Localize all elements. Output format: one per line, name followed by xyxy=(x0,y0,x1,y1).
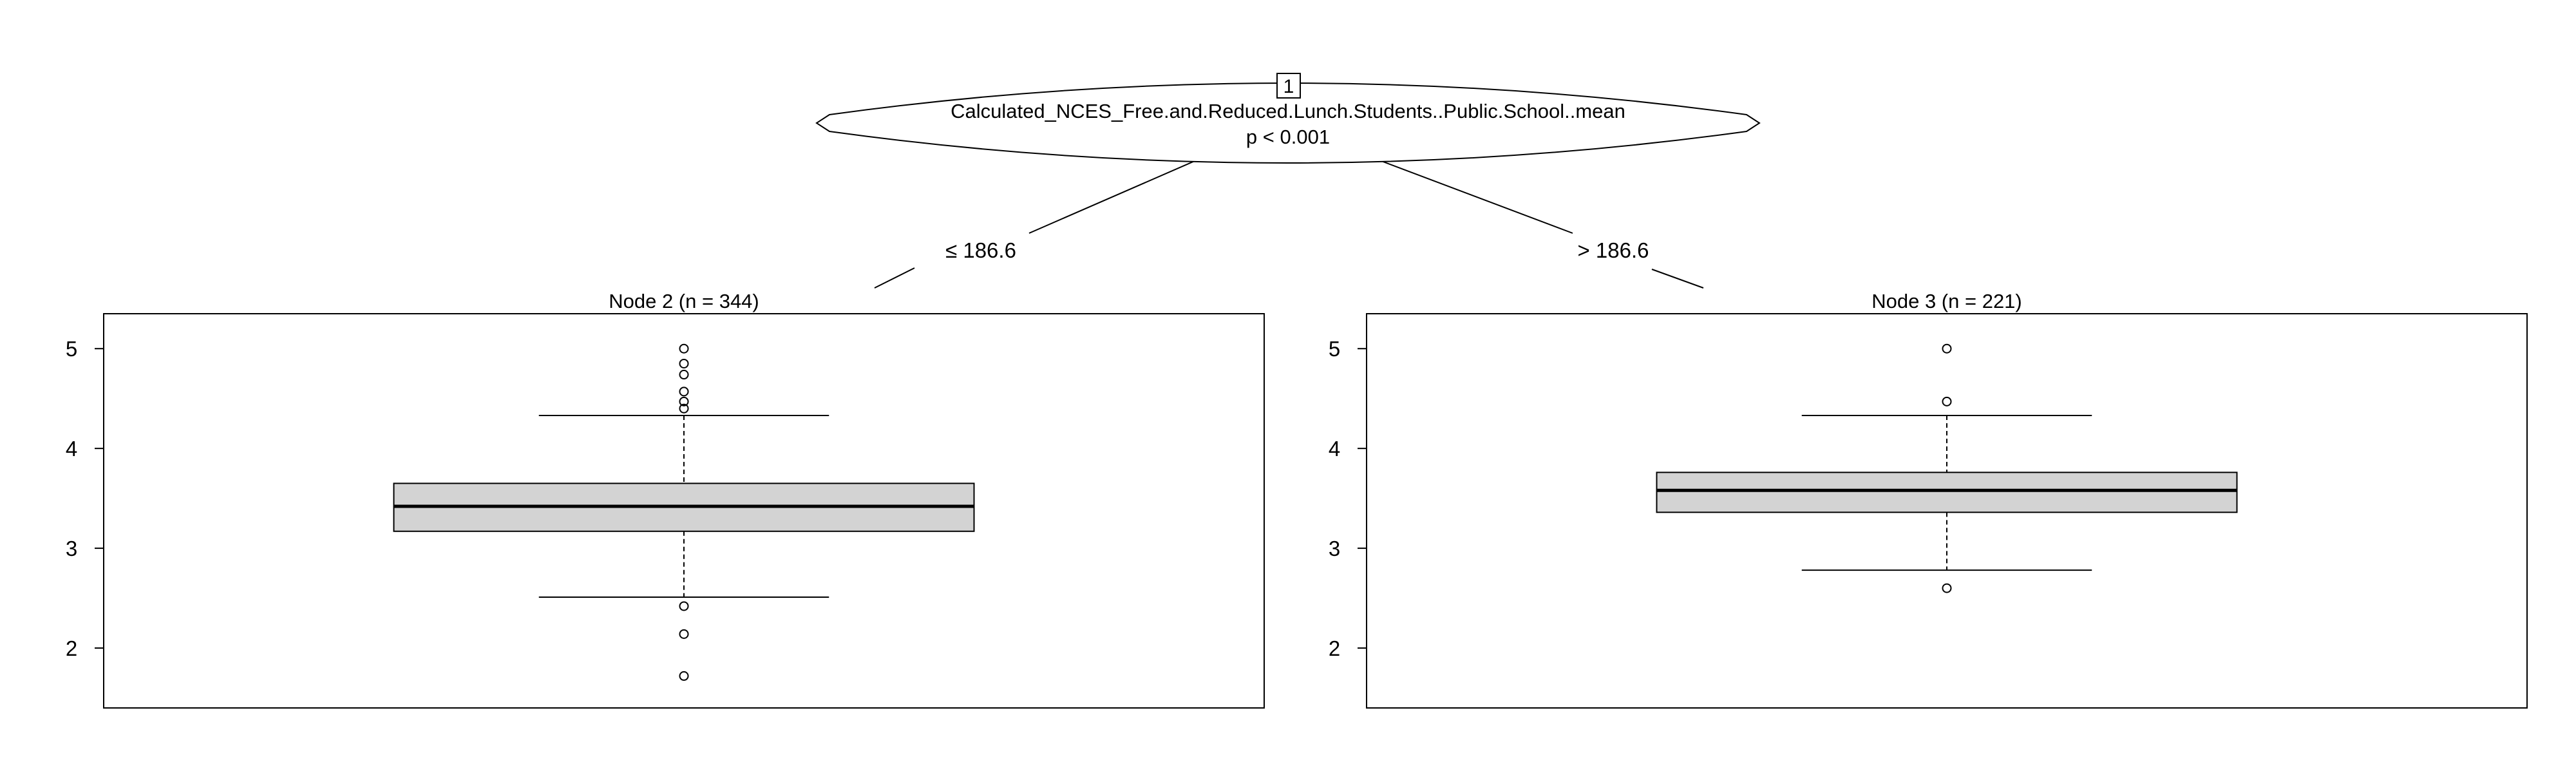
root-node-shape xyxy=(815,82,1761,164)
terminal-node-3-panel: Node 3 (n = 221) 2 3 4 5 xyxy=(1329,290,2528,709)
edge-label-left: ≤ 186.6 xyxy=(945,238,1016,262)
root-node-id: 1 xyxy=(1283,76,1294,97)
root-node-variable: Calculated_NCES_Free.and.Reduced.Lunch.S… xyxy=(951,100,1625,122)
outlier-point xyxy=(679,403,689,414)
edge-left-upper xyxy=(1028,160,1195,234)
node-3-y-axis: 2 3 4 5 xyxy=(1329,337,1367,660)
node-2-frame xyxy=(103,313,1265,709)
root-node: 1 Calculated_NCES_Free.and.Reduced.Lunch… xyxy=(815,73,1761,164)
outlier-point xyxy=(1942,396,1952,406)
y-tick-label: 4 xyxy=(66,437,77,461)
y-tick-label: 3 xyxy=(1329,537,1340,560)
outlier-point xyxy=(679,396,689,406)
edge-left-lower xyxy=(874,267,915,289)
y-tick-label: 2 xyxy=(1329,636,1340,660)
y-tick-label: 4 xyxy=(1329,437,1340,461)
outlier-point xyxy=(1942,343,1952,354)
root-node-id-box xyxy=(1276,73,1301,99)
outlier-point xyxy=(679,671,689,681)
outlier-point xyxy=(679,601,689,611)
node-2-title: Node 2 (n = 344) xyxy=(609,290,759,312)
terminal-node-2-panel: Node 2 (n = 344) 2 3 4 5 xyxy=(66,290,1265,709)
outlier-point xyxy=(679,343,689,354)
node-2-y-axis: 2 3 4 5 xyxy=(66,337,104,660)
edge-right-upper xyxy=(1381,160,1573,234)
y-tick-label: 3 xyxy=(66,537,77,560)
outlier-point xyxy=(1942,583,1952,593)
iqr-box xyxy=(1656,472,2238,513)
root-node-p-value: p < 0.001 xyxy=(1246,126,1330,148)
outlier-point xyxy=(679,629,689,639)
outlier-point xyxy=(679,358,689,368)
y-tick-label: 5 xyxy=(66,337,77,361)
y-tick-label: 5 xyxy=(1329,337,1340,361)
node-3-boxplot xyxy=(1656,343,2238,593)
edge-right-lower xyxy=(1651,269,1704,289)
y-tick-label: 2 xyxy=(66,636,77,660)
node-3-frame xyxy=(1366,313,2528,709)
node-2-boxplot xyxy=(393,343,975,681)
edge-label-right: > 186.6 xyxy=(1577,238,1649,262)
node-3-title: Node 3 (n = 221) xyxy=(1871,290,2022,312)
outlier-point xyxy=(679,370,689,380)
outlier-point xyxy=(679,386,689,397)
